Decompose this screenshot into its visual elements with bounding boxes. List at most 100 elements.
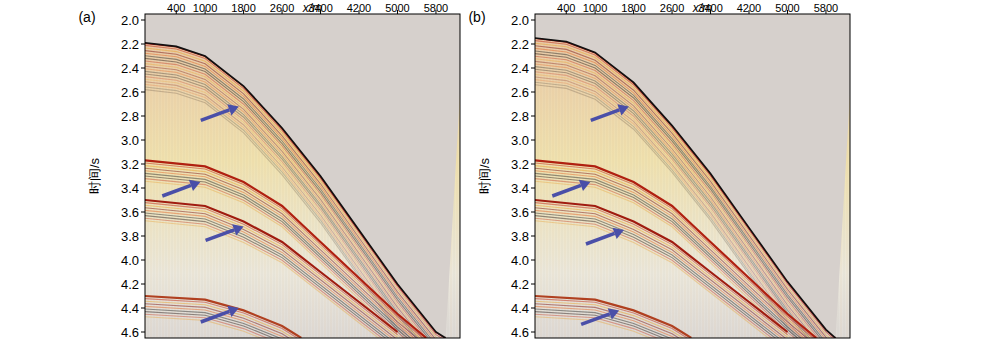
event-band [535,306,691,338]
event-band [535,317,691,338]
y-tick-label: 2.8 [121,109,139,124]
x-tick-label: 5000 [385,2,409,14]
y-tick [141,140,145,141]
arrow-head [608,308,619,319]
event-band [145,173,426,338]
y-tick [141,212,145,213]
y-tick [531,20,535,21]
y-tick [531,284,535,285]
y-tick-label: 2.4 [511,61,529,76]
y-tick [531,188,535,189]
plot-area [535,14,850,338]
y-tick [141,236,145,237]
arrow-head [613,228,624,239]
y-tick [531,92,535,93]
y-tick-label: 2.6 [121,85,139,100]
y-tick [531,116,535,117]
y-tick [531,260,535,261]
arrow-head [579,180,590,191]
event-band [535,173,816,338]
y-tick-label: 4.6 [511,325,529,340]
x-tick-label: 5800 [424,2,448,14]
event-band [535,181,816,338]
event-band [535,216,788,338]
panel-label: (a) [78,9,95,25]
arrow-head [617,104,628,115]
x-axis-title: x/m [692,1,712,15]
y-tick [531,140,535,141]
y-tick-label: 2.4 [121,61,139,76]
event-band [145,216,398,338]
y-tick [531,44,535,45]
y-tick [141,20,145,21]
x-tick-label: 5800 [814,2,838,14]
y-tick [141,188,145,189]
x-tick-label: 2600 [270,2,294,14]
y-tick-label: 2.2 [121,37,139,52]
x-tick-label: 1000 [583,2,607,14]
x-tick-label: 2600 [660,2,684,14]
y-tick [531,308,535,309]
first-arrival [535,38,836,338]
event [145,200,398,332]
panel: 4001000180026003400420050005800x/m2.02.2… [468,1,855,353]
y-tick-label: 2.6 [511,85,529,100]
arrow [201,110,230,121]
plot-area [145,14,460,338]
y-tick-label: 3.4 [511,181,529,196]
arrow [581,314,610,325]
y-tick [141,260,145,261]
x-tick-label: 400 [167,2,185,14]
y-tick-label: 4.0 [511,253,529,268]
y-tick-label: 4.2 [511,277,529,292]
arrow [206,230,235,241]
trace-texture [553,14,554,338]
y-tick-label: 3.6 [511,205,529,220]
y-tick [141,164,145,165]
y-tick [141,308,145,309]
x-tick-label: 1800 [621,2,645,14]
y-tick-label: 3.8 [511,229,529,244]
event-band [535,176,816,338]
x-tick-label: 1000 [193,2,217,14]
trace-texture [205,14,206,338]
arrow-head [189,180,200,191]
arrow-head [227,306,238,317]
y-tick-label: 3.2 [511,157,529,172]
y-tick-label: 3.0 [121,133,139,148]
y-tick-label: 3.0 [511,133,529,148]
arrow [162,185,191,196]
y-tick-label: 4.4 [121,301,139,316]
x-tick-label: 1800 [231,2,255,14]
arrow [552,185,581,196]
x-tick-label: 4200 [737,2,761,14]
event-band [535,221,788,338]
arrow [586,233,615,244]
y-axis-title: 时间/s [477,157,492,194]
event-band [535,171,816,338]
trace-texture [571,14,572,338]
arrow [591,110,620,121]
y-tick-label: 3.4 [121,181,139,196]
y-axis-title: 时间/s [87,157,102,194]
y-tick-label: 2.0 [511,13,529,28]
y-tick [141,92,145,93]
y-tick [531,212,535,213]
arrow-head [227,104,238,115]
event-band [145,179,426,338]
y-tick [141,44,145,45]
trace-texture [181,14,182,338]
event-band [145,171,426,338]
panel: 4001000180026003400420050005800x/m2.02.2… [78,1,465,353]
event-band [145,306,301,338]
y-tick-label: 4.4 [511,301,529,316]
event-band [535,179,816,338]
y-tick [141,68,145,69]
y-tick [531,332,535,333]
y-tick-label: 2.8 [511,109,529,124]
trace-texture [151,14,152,338]
event-band [145,304,301,338]
first-arrival [145,43,446,338]
trace-texture [577,14,578,338]
y-tick-label: 4.6 [121,325,139,340]
